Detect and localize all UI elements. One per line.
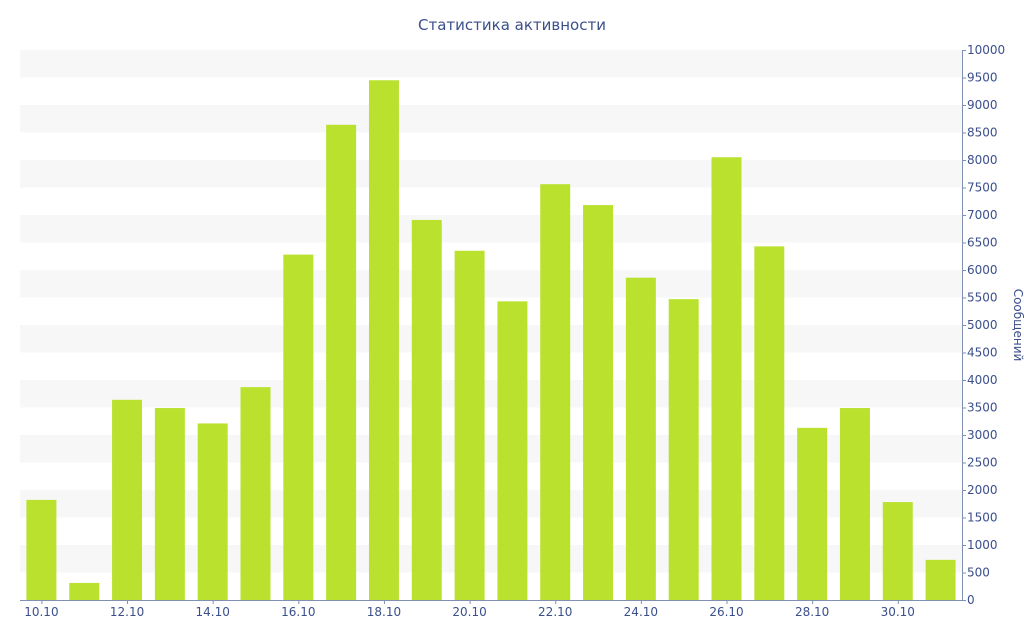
y-tick-label: 5500: [967, 291, 998, 305]
bar-17.10[interactable]: [326, 124, 357, 601]
grid-band: [20, 270, 962, 298]
bar-30.10[interactable]: [882, 502, 913, 600]
bar-11.10[interactable]: [69, 582, 100, 600]
x-tick-label: 24.10: [624, 605, 658, 619]
bar-21.10[interactable]: [497, 301, 528, 600]
x-tick-label: 28.10: [795, 605, 829, 619]
bar-series: [26, 80, 956, 601]
y-tick-label: 2000: [967, 483, 998, 497]
x-ticks: 10.10 12.10 14.10 16.10 18.10 20.10 22.10 24.10…: [24, 600, 915, 619]
y-tick-label: 5000: [967, 318, 998, 332]
x-tick-label: 12.10: [110, 605, 144, 619]
x-tick-label: 18.10: [367, 605, 401, 619]
x-tick-label: 20.10: [452, 605, 486, 619]
grid-band: [20, 215, 962, 243]
y-tick-label: 9500: [967, 71, 998, 85]
grid-band: [20, 105, 962, 133]
y-tick-label: 3000: [967, 428, 998, 442]
x-tick-label: 16.10: [281, 605, 315, 619]
bar-20.10[interactable]: [454, 250, 485, 600]
bar-16.10[interactable]: [283, 254, 314, 600]
bar-27.10[interactable]: [754, 246, 785, 600]
bar-13.10[interactable]: [154, 408, 185, 600]
y-tick-label: 8000: [967, 153, 998, 167]
bar-28.10[interactable]: [797, 427, 828, 600]
grid-band: [20, 325, 962, 353]
y-tick-label: 1500: [967, 511, 998, 525]
bar-22.10[interactable]: [540, 184, 571, 600]
x-tick-label: 30.10: [881, 605, 915, 619]
y-tick-label: 4500: [967, 346, 998, 360]
y-tick-label: 3500: [967, 401, 998, 415]
x-tick-label: 22.10: [538, 605, 572, 619]
chart-title: Статистика активности: [418, 16, 606, 34]
bar-12.10[interactable]: [112, 399, 143, 600]
bar-14.10[interactable]: [197, 423, 228, 600]
y-tick-label: 10000: [967, 43, 1005, 57]
y-ticks: 0 500 1000 1500 2000 2500 3000 3500 4000 4500 5000…: [962, 43, 1005, 607]
y-tick-label: 8500: [967, 126, 998, 140]
bar-31.10[interactable]: [925, 559, 956, 600]
grid-band: [20, 380, 962, 408]
y-tick-label: 0: [967, 593, 975, 607]
bar-24.10[interactable]: [625, 277, 656, 600]
x-tick-label: 10.10: [24, 605, 58, 619]
y-tick-label: 4000: [967, 373, 998, 387]
bar-23.10[interactable]: [583, 205, 614, 600]
y-axis-label: Сообщений: [1011, 289, 1024, 362]
bar-18.10[interactable]: [368, 80, 399, 600]
x-tick-label: 26.10: [709, 605, 743, 619]
y-tick-label: 6500: [967, 236, 998, 250]
bar-26.10[interactable]: [711, 157, 742, 600]
x-tick-label: 14.10: [196, 605, 230, 619]
y-tick-label: 6000: [967, 263, 998, 277]
y-tick-label: 1000: [967, 538, 998, 552]
bar-15.10[interactable]: [240, 387, 271, 600]
grid-band: [20, 160, 962, 188]
y-tick-label: 9000: [967, 98, 998, 112]
y-tick-label: 7000: [967, 208, 998, 222]
bar-10.10[interactable]: [26, 499, 57, 600]
bar-25.10[interactable]: [668, 299, 699, 600]
bar-29.10[interactable]: [839, 408, 870, 600]
bar-19.10[interactable]: [411, 219, 442, 600]
grid-band: [20, 50, 962, 78]
y-tick-label: 7500: [967, 181, 998, 195]
y-tick-label: 500: [967, 566, 990, 580]
y-tick-label: 2500: [967, 456, 998, 470]
